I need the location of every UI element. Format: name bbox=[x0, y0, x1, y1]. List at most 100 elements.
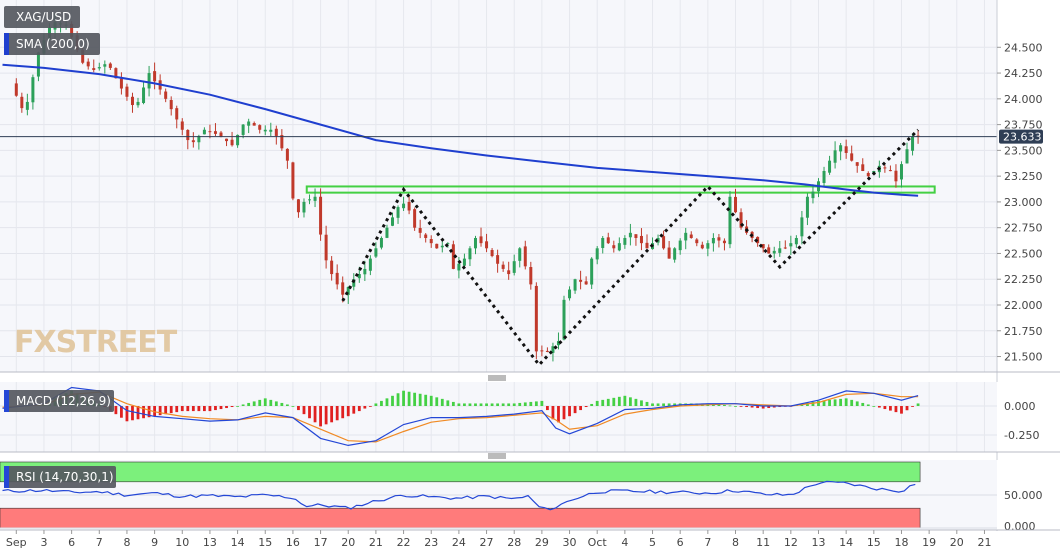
candle-body bbox=[169, 100, 173, 110]
price-tick-label: 23.250 bbox=[1004, 170, 1043, 183]
macd-histogram-bar bbox=[761, 406, 765, 409]
macd-histogram-bar bbox=[551, 406, 555, 420]
candle-body bbox=[147, 73, 151, 89]
macd-histogram-bar bbox=[628, 397, 632, 406]
macd-histogram-bar bbox=[125, 406, 129, 422]
time-tick-label: 19 bbox=[922, 536, 936, 549]
pane-resize-handle-1[interactable] bbox=[486, 375, 508, 381]
candle-body bbox=[368, 258, 372, 271]
macd-histogram-bar bbox=[750, 406, 754, 408]
macd-histogram-bar bbox=[435, 397, 439, 406]
macd-histogram-bar bbox=[855, 401, 859, 406]
candle-body bbox=[805, 196, 809, 218]
macd-histogram-bar bbox=[872, 406, 876, 407]
candle-body bbox=[673, 248, 677, 260]
candle-body bbox=[374, 248, 378, 257]
time-tick-label: 23 bbox=[424, 536, 438, 549]
macd-histogram-bar bbox=[507, 403, 511, 406]
macd-histogram-bar bbox=[723, 404, 726, 406]
candle-body bbox=[689, 234, 693, 238]
sma-legend[interactable]: SMA (200,0) bbox=[4, 33, 100, 55]
candle-body bbox=[225, 138, 229, 142]
macd-histogram-bar bbox=[640, 400, 643, 406]
time-tick-label: 30 bbox=[563, 536, 577, 549]
macd-histogram-bar bbox=[662, 403, 665, 406]
macd-axis bbox=[997, 382, 1060, 452]
macd-histogram-bar bbox=[546, 406, 549, 411]
macd-histogram-bar bbox=[319, 406, 322, 427]
candle-body bbox=[230, 139, 234, 146]
macd-histogram-bar bbox=[413, 392, 417, 406]
time-tick-label: 28 bbox=[507, 536, 521, 549]
macd-legend[interactable]: MACD (12,26,9) bbox=[4, 390, 114, 412]
candle-body bbox=[70, 23, 74, 38]
candle-body bbox=[263, 129, 267, 132]
symbol-legend[interactable]: XAG/USD bbox=[4, 6, 80, 28]
candle-body bbox=[822, 170, 826, 183]
pattern-dotted-line bbox=[341, 128, 920, 368]
macd-histogram-bar bbox=[374, 403, 378, 406]
macd-histogram-bar bbox=[911, 406, 914, 407]
time-tick-label: 27 bbox=[480, 536, 494, 549]
candle-body bbox=[396, 207, 400, 218]
macd-histogram-bar bbox=[485, 403, 488, 406]
candle-body bbox=[462, 258, 466, 266]
macd-histogram-bar bbox=[142, 406, 145, 419]
macd-histogram-bar bbox=[512, 403, 516, 406]
candle-body bbox=[103, 64, 107, 67]
time-tick-label: 21 bbox=[369, 536, 383, 549]
candle-body bbox=[125, 86, 129, 97]
macd-histogram-bar bbox=[385, 398, 389, 406]
candle-body bbox=[728, 196, 732, 245]
candle-body bbox=[678, 240, 682, 251]
candle-body bbox=[81, 49, 85, 63]
rsi-legend-label: RSI (14,70,30,1) bbox=[16, 470, 114, 484]
candle-body bbox=[667, 247, 671, 259]
time-tick-label: 16 bbox=[286, 536, 300, 549]
candle-body bbox=[523, 246, 527, 267]
macd-histogram-bar bbox=[889, 406, 892, 411]
candle-body bbox=[905, 149, 909, 164]
macd-histogram-bar bbox=[584, 406, 588, 408]
candle-body bbox=[252, 123, 256, 126]
price-axis-ticks: 24.500 24.250 24.000 23.750 23.500 23.250 23.0… bbox=[997, 41, 1043, 364]
candle-body bbox=[153, 71, 157, 82]
macd-histogram-bar bbox=[468, 403, 472, 406]
candle-body bbox=[850, 153, 854, 161]
candle-body bbox=[595, 248, 599, 260]
macd-histogram-bar bbox=[247, 402, 251, 406]
candle-body bbox=[435, 243, 439, 249]
macd-histogram-bar bbox=[850, 399, 854, 406]
macd-signal-line bbox=[2, 391, 919, 443]
candle-body bbox=[130, 96, 134, 106]
pane-resize-handle-2[interactable] bbox=[486, 453, 508, 459]
macd-histogram-bar bbox=[252, 401, 256, 406]
candle-body bbox=[828, 160, 832, 173]
macd-histogram-bar bbox=[916, 403, 920, 406]
time-tick-label: 20 bbox=[341, 536, 355, 549]
candle-body bbox=[241, 124, 245, 135]
rsi-legend[interactable]: RSI (14,70,30,1) bbox=[4, 466, 116, 488]
time-axis bbox=[0, 531, 1060, 555]
candle-body bbox=[700, 244, 704, 249]
candle-body bbox=[634, 234, 638, 238]
macd-histogram-bar bbox=[667, 403, 671, 406]
candle-body bbox=[413, 209, 417, 228]
macd-histogram-bar bbox=[573, 406, 577, 414]
rsi-grid bbox=[0, 494, 997, 529]
candle-body bbox=[208, 131, 212, 133]
time-tick-label: 9 bbox=[151, 536, 158, 549]
candle-body bbox=[556, 341, 560, 346]
price-tick-label: 24.500 bbox=[1004, 41, 1043, 54]
macd-histogram-bar bbox=[230, 406, 234, 408]
macd-histogram-bar bbox=[274, 401, 278, 406]
price-tick-label: 24.000 bbox=[1004, 93, 1043, 106]
candle-body bbox=[518, 248, 522, 261]
candle-body bbox=[662, 236, 666, 249]
macd-histogram-bar bbox=[601, 399, 605, 406]
macd-histogram-bar bbox=[357, 406, 361, 412]
candle-body bbox=[236, 134, 240, 146]
price-tick-label: 21.500 bbox=[1004, 351, 1043, 364]
macd-histogram-bar bbox=[474, 403, 477, 406]
time-tick-label: Sep bbox=[6, 536, 27, 549]
